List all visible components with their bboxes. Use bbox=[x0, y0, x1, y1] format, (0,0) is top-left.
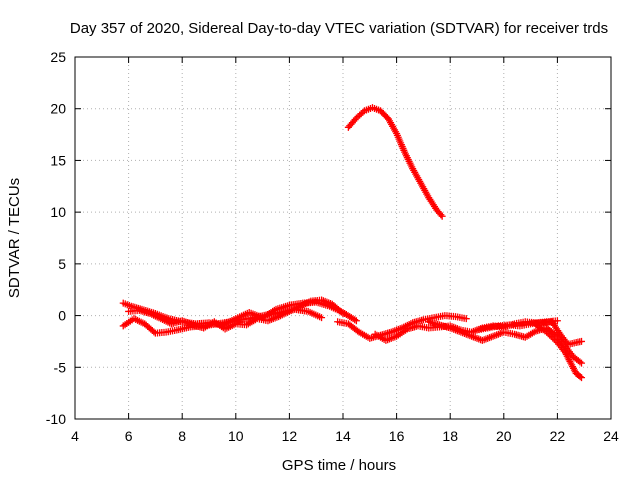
data-point-marker bbox=[578, 337, 586, 345]
data-point-marker bbox=[337, 308, 345, 316]
data-point-marker bbox=[339, 310, 347, 318]
satellite-track-d bbox=[334, 312, 470, 342]
data-point-marker bbox=[438, 212, 446, 220]
x-tick-label: 10 bbox=[228, 428, 244, 444]
satellite-track-g bbox=[473, 318, 586, 349]
y-tick-label: 20 bbox=[50, 101, 66, 117]
x-tick-label: 20 bbox=[496, 428, 512, 444]
y-tick-label: -10 bbox=[46, 411, 66, 427]
y-tick-label: -5 bbox=[54, 359, 67, 375]
satellite-track-c bbox=[125, 296, 347, 333]
x-tick-label: 14 bbox=[335, 428, 351, 444]
x-tick-label: 24 bbox=[603, 428, 619, 444]
x-tick-label: 16 bbox=[389, 428, 405, 444]
x-axis-label: GPS time / hours bbox=[282, 457, 396, 474]
data-point-marker bbox=[437, 211, 445, 219]
data-point-marker bbox=[576, 373, 584, 381]
y-tick-label: 25 bbox=[50, 49, 66, 65]
x-tick-label: 6 bbox=[125, 428, 133, 444]
x-tick-label: 8 bbox=[178, 428, 186, 444]
y-axis: -10 -5 0 5 10 15 20 25 bbox=[46, 49, 611, 427]
x-tick-label: 4 bbox=[71, 428, 79, 444]
x-axis: 4 6 8 10 12 14 16 18 20 22 24 bbox=[71, 57, 619, 444]
x-tick-label: 18 bbox=[442, 428, 458, 444]
data-point-marker bbox=[359, 108, 367, 116]
y-tick-label: 15 bbox=[50, 152, 66, 168]
y-tick-label: 5 bbox=[58, 256, 66, 272]
y-tick-label: 0 bbox=[58, 308, 66, 324]
data-point-marker bbox=[462, 315, 470, 323]
data-point-marker bbox=[578, 359, 586, 367]
y-axis-label: SDTVAR / TECUs bbox=[6, 178, 23, 298]
data-point-marker bbox=[318, 314, 326, 322]
satellite-track-i bbox=[344, 104, 446, 220]
data-point-marker bbox=[150, 328, 158, 336]
grid bbox=[75, 57, 611, 419]
y-tick-label: 10 bbox=[50, 204, 66, 220]
satellite-track-h bbox=[532, 321, 586, 382]
data-point-marker bbox=[351, 316, 359, 324]
x-tick-label: 12 bbox=[282, 428, 298, 444]
data-point-marker bbox=[553, 317, 561, 325]
chart-title: Day 357 of 2020, Sidereal Day-to-day VTE… bbox=[70, 20, 608, 37]
data-point-marker bbox=[352, 317, 360, 325]
data-point-marker bbox=[576, 358, 584, 366]
series-layer bbox=[119, 104, 586, 382]
x-tick-label: 22 bbox=[550, 428, 566, 444]
data-point-marker bbox=[578, 374, 586, 382]
